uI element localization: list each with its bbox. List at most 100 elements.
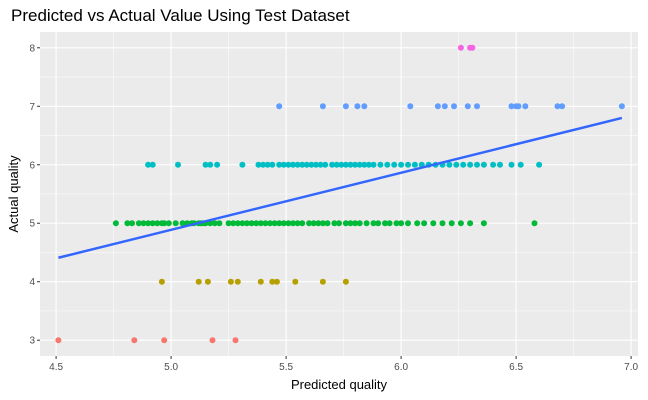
data-point [280,220,287,227]
data-point [414,220,421,227]
data-points [55,44,625,344]
data-point [356,220,363,227]
x-tick-label: 4.5 [49,362,63,373]
data-point [451,103,457,110]
data-point [234,220,241,227]
data-point [467,161,474,168]
data-point [391,161,398,168]
data-point [129,220,135,227]
data-point [271,220,278,227]
data-point [214,161,221,168]
data-point [342,161,349,168]
data-point [55,337,62,344]
data-point [421,220,428,227]
data-point [285,161,292,168]
data-point [347,161,354,168]
x-tick-label: 5.0 [164,362,178,373]
data-point [285,220,292,227]
x-tick-label: 6.5 [509,362,523,373]
data-point [315,220,322,227]
regression-line [58,116,623,259]
data-point [230,220,237,227]
data-point [515,103,522,110]
data-point [290,220,296,227]
data-point [375,220,382,227]
x-tick-label: 7.0 [624,362,638,373]
data-point [342,278,349,285]
data-point [490,161,497,168]
data-point [319,103,326,110]
data-point [398,220,405,227]
data-point [303,161,310,168]
data-point [195,278,202,285]
data-point [407,103,414,110]
x-tick-label: 5.5 [279,362,293,373]
data-point [405,220,411,227]
data-point [559,103,566,110]
data-point [457,220,464,227]
data-point [411,161,418,168]
data-point [154,220,161,227]
data-point [306,220,313,227]
y-tick-label: 4 [29,277,35,288]
data-point [393,220,400,227]
data-point [149,220,156,227]
data-point [294,161,301,168]
data-point [536,161,543,168]
data-point [386,220,393,227]
data-point [497,161,503,168]
data-point [474,103,480,110]
data-point [216,220,223,227]
data-point [131,337,138,344]
y-axis: 3 4 5 6 7 8 [29,43,40,347]
data-point [165,220,172,227]
data-point [172,220,179,227]
data-point [467,220,474,227]
x-axis: 4.5 5.0 5.5 6.0 6.5 7.0 [49,356,638,373]
data-point [257,220,264,227]
data-point [124,220,131,227]
data-point [384,161,391,168]
data-point [260,161,267,168]
data-point [310,220,317,227]
data-point [145,161,152,168]
y-tick-label: 3 [29,336,35,347]
data-point [276,103,283,110]
data-point [448,220,455,227]
data-point [149,161,156,168]
y-tick-label: 5 [29,219,35,230]
data-point [464,103,471,110]
data-point [441,103,448,110]
data-point [446,161,453,168]
data-point [370,161,377,168]
data-point [338,161,345,168]
data-point [430,220,437,227]
data-point [276,161,283,168]
data-point [161,337,168,344]
data-point [508,103,515,110]
data-point [531,220,538,227]
data-point [365,161,372,168]
data-point [457,44,464,51]
data-point [342,220,349,227]
data-point [517,161,524,168]
data-point [317,161,324,168]
data-point [329,161,336,168]
data-point [434,103,441,110]
data-point [234,278,241,285]
data-point [227,278,234,285]
data-point [211,220,218,227]
data-point [244,220,250,227]
data-point [352,220,359,227]
data-point [453,161,460,168]
data-point [253,220,260,227]
data-point [262,220,269,227]
data-point [469,44,476,51]
y-tick-label: 8 [29,43,35,54]
data-point [276,220,283,227]
data-point [179,220,186,227]
data-point [405,161,411,168]
data-point [319,220,326,227]
chart-title: Predicted vs Actual Value Using Test Dat… [11,6,350,25]
